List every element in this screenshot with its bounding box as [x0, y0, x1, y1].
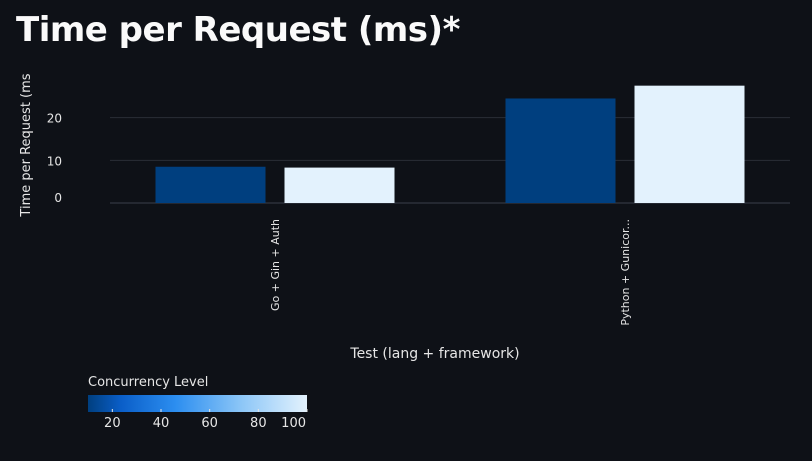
x-axis-label: Test (lang + framework) [349, 346, 519, 362]
x-tick-label: Go + Gin + Auth [269, 219, 282, 311]
y-axis: 0 10 20 [47, 112, 62, 205]
x-tick-label: Python + Gunicor... [619, 219, 632, 326]
legend-ticks: 20 40 60 80 100 [104, 409, 308, 431]
y-axis-label: Time per Request (ms [19, 73, 34, 217]
legend-tick-label: 100 [281, 416, 306, 431]
bar[interactable] [505, 98, 616, 203]
y-tick-label: 0 [54, 191, 62, 205]
bar[interactable] [284, 167, 395, 203]
legend-colorbar [88, 395, 307, 412]
y-tick-label: 20 [47, 112, 62, 126]
chart-title: Time per Request (ms)* [16, 10, 460, 50]
x-axis: Go + Gin + Auth Python + Gunicor... [269, 219, 632, 326]
bar[interactable] [155, 166, 266, 203]
legend-tick-label: 80 [250, 416, 267, 431]
legend: Concurrency Level 20 40 60 80 100 [88, 375, 308, 431]
legend-tick-label: 60 [201, 416, 218, 431]
bars [155, 85, 745, 203]
bar[interactable] [634, 85, 745, 203]
legend-title: Concurrency Level [88, 375, 208, 390]
legend-tick-label: 20 [104, 416, 121, 431]
legend-tick-label: 40 [153, 416, 170, 431]
y-tick-label: 10 [47, 154, 62, 168]
